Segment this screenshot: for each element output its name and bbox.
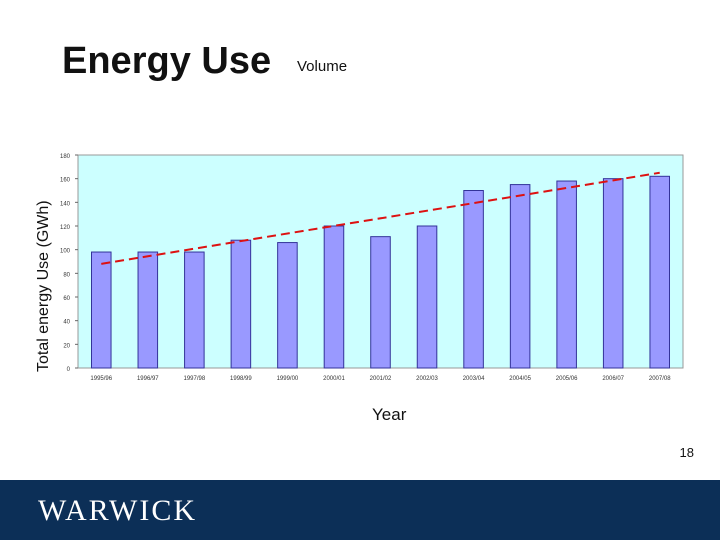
- y-tick-label: 0: [67, 367, 71, 373]
- x-tick-label: 2007/08: [649, 376, 671, 382]
- footer-banner: [0, 480, 720, 540]
- y-tick-label: 140: [60, 201, 71, 207]
- bar: [230, 239, 252, 369]
- bar: [184, 251, 205, 369]
- bar: [463, 190, 484, 369]
- bar: [649, 175, 671, 369]
- energy-bar-chart: 0 20 40 60 80 100 120 140 160 180 1995/96 1996/97 19…: [60, 154, 684, 382]
- x-tick-label: 1996/97: [137, 376, 159, 382]
- x-tick-label: 1999/00: [277, 376, 299, 382]
- bar: [323, 225, 345, 369]
- x-tick-label: 2003/04: [463, 376, 485, 382]
- warwick-logo: WARWICK: [38, 494, 197, 527]
- y-tick-label: 100: [60, 249, 71, 255]
- bar: [90, 251, 112, 369]
- x-tick-label: 2004/05: [509, 376, 531, 382]
- slide-subtitle: Volume: [297, 58, 348, 75]
- slide-title: Energy Use: [62, 40, 272, 82]
- bar: [370, 236, 391, 369]
- bar: [137, 251, 159, 369]
- y-tick-label: 40: [63, 320, 70, 326]
- y-tick-label: 60: [63, 296, 70, 302]
- x-tick-label: 2001/02: [370, 376, 392, 382]
- trend-line: [101, 171, 660, 265]
- y-tick-label: 160: [60, 178, 71, 184]
- bar: [416, 225, 438, 369]
- page-number: 18: [679, 445, 694, 460]
- y-tick-label: 80: [63, 272, 70, 278]
- x-tick-label: 1995/96: [90, 376, 112, 382]
- y-tick-label: 120: [60, 225, 71, 231]
- bar: [277, 242, 298, 369]
- bar: [556, 180, 577, 369]
- x-tick-label: 1998/99: [230, 376, 252, 382]
- bar: [602, 178, 624, 369]
- x-tick-label: 2000/01: [323, 376, 345, 382]
- x-tick-label: 1997/98: [183, 376, 205, 382]
- bar: [509, 184, 531, 369]
- x-tick-label: 2006/07: [602, 376, 624, 382]
- x-tick-label: 2005/06: [556, 376, 578, 382]
- y-tick-label: 20: [63, 343, 70, 349]
- x-axis-label: Year: [372, 405, 407, 424]
- x-tick-label: 2002/03: [416, 376, 438, 382]
- y-tick-label: 180: [60, 154, 71, 160]
